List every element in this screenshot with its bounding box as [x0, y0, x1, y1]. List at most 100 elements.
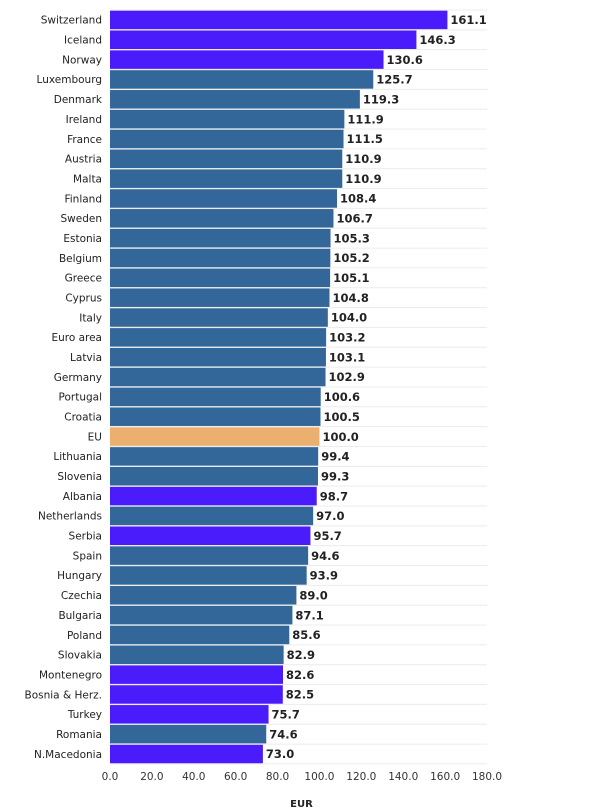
x-axis-label: EUR [290, 799, 313, 810]
data-label: 100.6 [324, 390, 360, 404]
category-label: Bosnia & Herz. [25, 689, 103, 701]
category-label: Luxembourg [37, 74, 102, 86]
data-label: 99.4 [321, 450, 349, 464]
bar [110, 466, 318, 486]
category-label: Netherlands [38, 511, 102, 523]
bar [110, 129, 344, 149]
category-label: Lithuania [53, 451, 102, 463]
bar [110, 189, 338, 208]
category-label: Italy [79, 312, 102, 324]
data-label: 104.0 [331, 311, 367, 325]
category-label: Latvia [70, 352, 102, 364]
data-label: 97.0 [316, 509, 344, 523]
data-label: 85.6 [292, 628, 320, 642]
data-label: 100.0 [322, 430, 358, 444]
category-label: Germany [54, 372, 102, 384]
data-label: 130.6 [387, 53, 423, 67]
data-label: 100.5 [323, 410, 359, 424]
data-label: 98.7 [320, 489, 348, 503]
bar [110, 546, 309, 565]
category-label: Cyprus [65, 292, 102, 304]
category-label: Albania [63, 491, 102, 503]
category-label: Sweden [61, 213, 103, 225]
x-tick-label: 20.0 [140, 771, 163, 783]
data-label: 105.3 [334, 231, 370, 245]
data-label: 75.7 [272, 708, 300, 722]
bar [110, 268, 331, 288]
bar [110, 407, 321, 426]
bar [110, 586, 297, 605]
bar [110, 347, 326, 367]
category-label: Ireland [66, 114, 102, 126]
category-label: Czechia [61, 590, 102, 602]
data-label: 82.5 [286, 688, 314, 702]
category-label: Iceland [64, 35, 102, 47]
category-label: Serbia [69, 531, 102, 543]
category-label: Austria [65, 154, 102, 166]
data-label: 103.1 [329, 350, 365, 364]
bar [110, 169, 343, 188]
bar [110, 447, 319, 466]
data-label: 89.0 [299, 588, 327, 602]
bar [110, 308, 328, 327]
data-label: 74.6 [269, 727, 297, 741]
bar [110, 149, 343, 169]
data-label: 119.3 [363, 92, 399, 106]
data-label: 82.6 [286, 668, 314, 682]
x-tick-label: 120.0 [346, 771, 376, 783]
category-label: Denmark [54, 94, 103, 106]
x-tick-label: 0.0 [102, 771, 119, 783]
data-label: 102.9 [329, 370, 365, 384]
data-label: 95.7 [313, 529, 341, 543]
category-label: Norway [62, 54, 102, 66]
data-label: 99.3 [321, 469, 349, 483]
bar [110, 566, 307, 585]
category-label: Slovenia [57, 471, 102, 483]
bar [110, 228, 331, 248]
bar [110, 526, 311, 546]
bar [110, 605, 293, 625]
x-tick-label: 60.0 [224, 771, 247, 783]
data-label: 82.9 [287, 648, 315, 662]
bar [110, 248, 331, 268]
bar [110, 665, 284, 684]
data-label: 110.9 [345, 172, 381, 186]
bar [110, 486, 317, 506]
data-label: 94.6 [311, 549, 339, 563]
bar [110, 387, 321, 407]
data-label: 93.9 [310, 569, 338, 583]
bar [110, 209, 334, 228]
category-label: Portugal [59, 392, 103, 404]
bar [110, 10, 448, 30]
category-label: France [67, 134, 102, 146]
data-label: 105.2 [333, 251, 369, 265]
data-label: 146.3 [419, 33, 455, 47]
bar [110, 427, 320, 446]
bar [110, 744, 263, 764]
bar [110, 705, 269, 724]
category-label: Romania [56, 729, 102, 741]
data-label: 104.8 [332, 291, 368, 305]
bar [110, 506, 314, 526]
category-label: Euro area [51, 332, 102, 344]
category-label: Finland [64, 193, 102, 205]
data-label: 161.1 [450, 13, 486, 27]
category-label: Belgium [59, 253, 102, 265]
category-label: EU [88, 431, 102, 443]
bar [110, 328, 327, 347]
category-label: Malta [73, 173, 102, 185]
x-tick-label: 180.0 [472, 771, 502, 783]
x-tick-label: 160.0 [430, 771, 460, 783]
bar [110, 367, 326, 387]
category-label: Hungary [57, 570, 102, 582]
bar [110, 685, 283, 704]
bar [110, 288, 330, 307]
category-label: Spain [73, 550, 102, 562]
bar [110, 90, 360, 109]
x-tick-label: 100.0 [304, 771, 334, 783]
category-label: Slovakia [58, 650, 102, 662]
bar [110, 30, 417, 50]
category-label: Estonia [63, 233, 102, 245]
data-label: 110.9 [345, 152, 381, 166]
